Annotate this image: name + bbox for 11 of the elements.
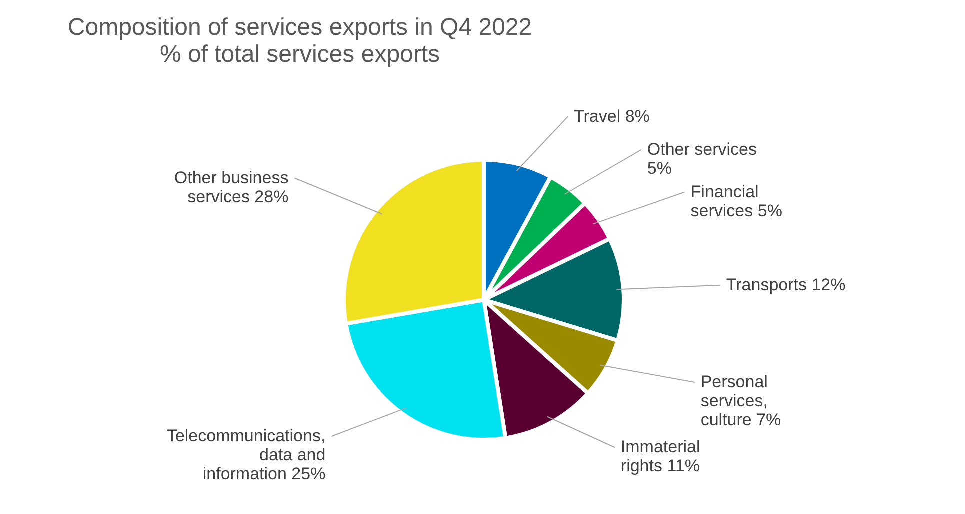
chart-subtitle: % of total services exports (160, 41, 440, 68)
slice-label: Transports 12% (726, 275, 846, 294)
slice-label: Telecommunications, data and information 25% (166, 426, 326, 484)
slice-label: Other business services 28% (174, 168, 289, 206)
slice-label: Other services (647, 140, 757, 159)
slice-label: Personal services, culture 7% (700, 372, 782, 430)
slice-label: Travel 8% (574, 106, 650, 126)
slice-label: Financial services 5% (690, 182, 782, 220)
slice-label: Immaterial rights 11% (620, 438, 700, 476)
chart-title: Composition of services exports in Q4 2022 (68, 14, 532, 41)
data-label: 5% (647, 158, 672, 178)
